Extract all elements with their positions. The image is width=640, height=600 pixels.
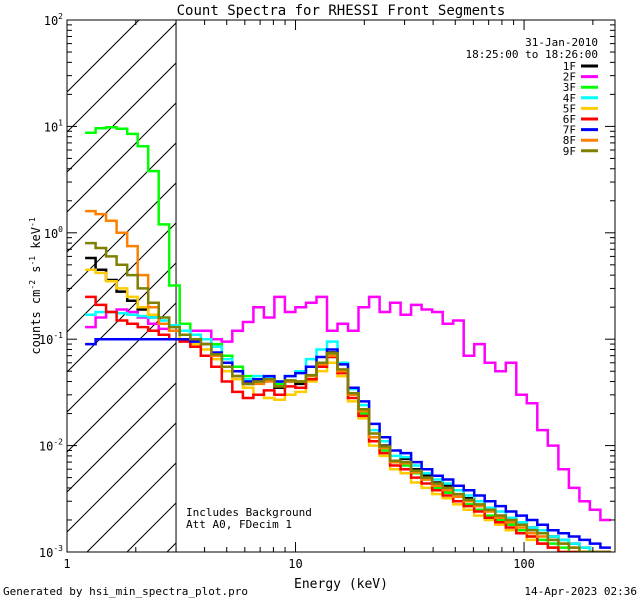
hatch-line (67, 342, 177, 453)
y-tick-base: 10 (44, 14, 58, 28)
y-tick-label: 101 (44, 118, 63, 134)
y-tick-exp: 0 (58, 225, 63, 234)
legend-label-8f: 8F (563, 134, 576, 147)
y-axis-ticks (67, 24, 615, 553)
observation-time-range: 18:25:00 to 18:26:00 (466, 48, 598, 61)
y-axis-label-sup: -1 (28, 217, 37, 227)
chart-title: Count Spectra for RHESSI Front Segments (177, 3, 506, 19)
x-axis-ticks (66, 20, 594, 552)
x-tick-label: 100 (513, 557, 535, 571)
legend-label-7f: 7F (563, 124, 576, 137)
series-line-1f (85, 256, 611, 552)
legend-label-6f: 6F (563, 113, 576, 126)
y-axis-label-part: keV (29, 227, 43, 256)
hatch-line (67, 182, 177, 293)
hatch-line (67, 382, 177, 493)
y-axis-label-sup: -2 (28, 280, 37, 290)
observation-date: 31-Jan-2010 (525, 36, 598, 49)
legend-label-1f: 1F (563, 60, 576, 73)
series-line-6f (85, 295, 611, 552)
footer-date: 14-Apr-2023 02:36 (524, 585, 637, 598)
hatch-line (67, 222, 177, 333)
y-tick-label: 10-3 (39, 544, 63, 560)
hatch-line (67, 302, 177, 413)
hatch-line (67, 142, 177, 253)
y-tick-exp: 1 (58, 118, 63, 127)
y-tick-base: 10 (44, 227, 58, 241)
y-axis-label-part: counts cm (29, 290, 43, 355)
y-tick-label: 10-2 (39, 438, 63, 454)
y-tick-label: 100 (44, 225, 63, 241)
legend-label-5f: 5F (563, 102, 576, 115)
y-tick-label: 10-1 (39, 331, 63, 347)
attenuator-hatch-region (67, 20, 177, 552)
series-line-4f (85, 310, 611, 552)
legend-label-2f: 2F (563, 71, 576, 84)
legend-label-3f: 3F (563, 81, 576, 94)
y-tick-exp: -2 (53, 438, 63, 447)
y-axis-label: counts cm-2 s-1 keV-1 (28, 217, 43, 354)
x-axis-label: Energy (keV) (294, 577, 388, 592)
note-attenuator: Att A0, FDecim 1 (186, 518, 292, 531)
hatch-line (67, 422, 177, 533)
y-tick-base: 10 (39, 546, 53, 560)
x-axis-tick-labels: 1 10 100 (63, 557, 535, 571)
hatch-line (67, 20, 140, 93)
y-tick-base: 10 (39, 333, 53, 347)
y-tick-label: 102 (44, 12, 63, 28)
y-tick-exp: -1 (53, 331, 63, 340)
plot-frame (66, 19, 616, 553)
y-tick-base: 10 (39, 440, 53, 454)
series-line-5f (85, 268, 611, 552)
generated-by-text: Generated by hsi_min_spectra_plot.pro (3, 585, 248, 598)
legend-label-9f: 9F (563, 145, 576, 158)
y-tick-exp: -3 (53, 544, 63, 553)
y-tick-exp: 2 (58, 12, 63, 21)
y-axis-label-part: s (29, 266, 43, 280)
x-tick-label: 1 (63, 557, 70, 571)
spectra-series (85, 126, 611, 552)
y-tick-base: 10 (44, 120, 58, 134)
series-line-9f (85, 241, 611, 552)
hatch-line (67, 22, 177, 133)
note-background: Includes Background (186, 506, 312, 519)
series-line-2f (85, 295, 611, 522)
legend-label-4f: 4F (563, 92, 576, 105)
y-axis-label-sup: -1 (28, 256, 37, 266)
x-tick-label: 10 (288, 557, 302, 571)
